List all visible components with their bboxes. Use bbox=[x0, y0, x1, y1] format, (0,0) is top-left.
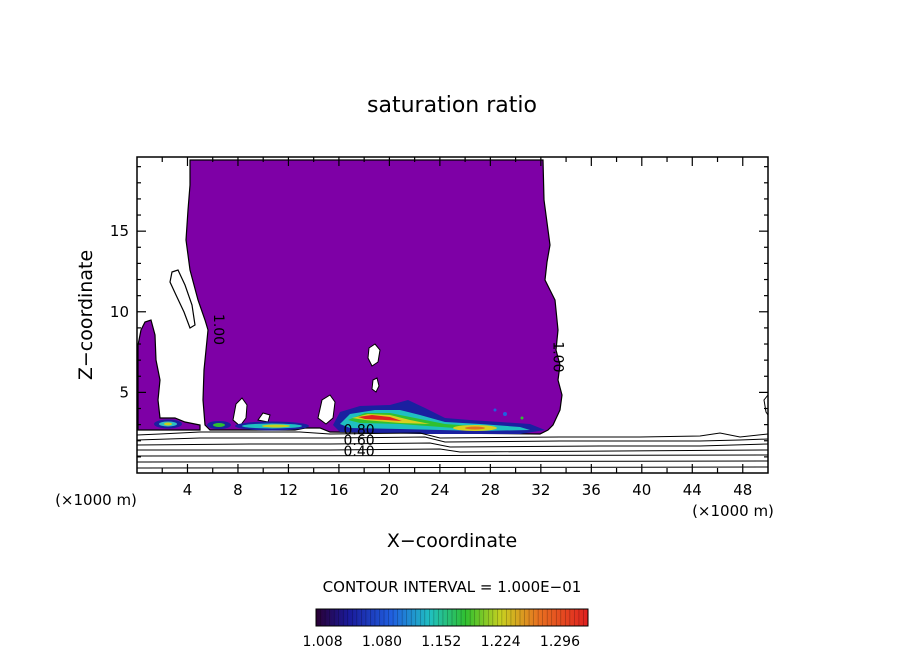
axis-ticks bbox=[137, 157, 768, 473]
speck-3 bbox=[520, 416, 524, 420]
clear-hole-1 bbox=[367, 343, 381, 367]
subsaturated-contours bbox=[137, 431, 768, 469]
x-tick-label-40: 40 bbox=[632, 481, 651, 499]
contour-labels: 1.00 1.00 0.800.600.40 bbox=[210, 314, 565, 460]
contour-label-2: 0.80 bbox=[344, 422, 375, 438]
x-tick-label-8: 8 bbox=[233, 481, 243, 499]
contour-label-4: 0.40 bbox=[344, 444, 375, 460]
contour-line-5 bbox=[137, 454, 768, 457]
contour-label-0: 1.00 bbox=[210, 314, 226, 345]
pocket-4-red bbox=[358, 415, 402, 421]
speck-1 bbox=[503, 412, 507, 416]
speck-2 bbox=[493, 408, 497, 412]
contour-label-3: 0.60 bbox=[344, 433, 375, 449]
x-tick-label-12: 12 bbox=[279, 481, 298, 499]
contour-line-2 bbox=[137, 436, 768, 443]
colorbar-label-2: 1.152 bbox=[421, 634, 461, 650]
y-tick-label-5: 5 bbox=[119, 383, 129, 401]
x-tick-label-44: 44 bbox=[683, 481, 702, 499]
contour-label-1: 1.00 bbox=[549, 341, 565, 372]
contour-line-7 bbox=[137, 466, 768, 469]
x-tick-label-36: 36 bbox=[582, 481, 601, 499]
colorbar-label-4: 1.296 bbox=[540, 634, 580, 650]
x-tick-label-4: 4 bbox=[183, 481, 193, 499]
clear-hole-5 bbox=[257, 412, 271, 423]
left-cloud-lobe bbox=[137, 319, 201, 431]
contour-line-3 bbox=[137, 442, 768, 448]
x-tick-label-28: 28 bbox=[481, 481, 500, 499]
plot-area bbox=[137, 159, 768, 469]
colorbar-tick-labels: 1.008 1.080 1.152 1.224 1.296 bbox=[303, 634, 581, 650]
contour-line-6 bbox=[137, 460, 768, 463]
contour-line-1 bbox=[137, 431, 768, 439]
x-tick-label-20: 20 bbox=[380, 481, 399, 499]
right-edge-contour bbox=[763, 394, 768, 416]
contour-interval-label: CONTOUR INTERVAL = 1.000E−01 bbox=[323, 578, 582, 596]
clear-hole-4 bbox=[317, 394, 336, 425]
plot-frame bbox=[136, 156, 769, 474]
pocket-2-core bbox=[213, 423, 225, 427]
pocket-3-hot bbox=[262, 424, 290, 428]
x-unit-label-right: (×1000 m) bbox=[692, 502, 774, 520]
supersaturated-region bbox=[185, 159, 563, 435]
y-tick-label-10: 10 bbox=[110, 303, 129, 321]
x-tick-label-48: 48 bbox=[733, 481, 752, 499]
contour-line-4 bbox=[137, 448, 768, 453]
x-tick-label-16: 16 bbox=[329, 481, 348, 499]
colorbar-stripes bbox=[320, 609, 584, 626]
x-tick-label-24: 24 bbox=[430, 481, 449, 499]
colorbar-label-0: 1.008 bbox=[303, 634, 343, 650]
colorbar-label-1: 1.080 bbox=[362, 634, 402, 650]
x-unit-label-left: (×1000 m) bbox=[55, 491, 137, 509]
isolated-contour bbox=[169, 269, 196, 329]
pocket-1-hot bbox=[164, 422, 172, 426]
colorbar-gradient bbox=[315, 608, 589, 627]
x-axis-label: X−coordinate bbox=[387, 530, 517, 552]
colorbar: 1.008 1.080 1.152 1.224 1.296 bbox=[303, 608, 589, 650]
y-axis-label: Z−coordinate bbox=[75, 250, 97, 380]
colored-pockets bbox=[154, 400, 545, 434]
colorbar-label-3: 1.224 bbox=[481, 634, 521, 650]
clear-hole-2 bbox=[371, 377, 380, 393]
y-tick-label-15: 15 bbox=[110, 222, 129, 240]
pocket-5-core bbox=[465, 426, 485, 430]
chart-title: saturation ratio bbox=[367, 93, 537, 118]
x-tick-label-32: 32 bbox=[531, 481, 550, 499]
